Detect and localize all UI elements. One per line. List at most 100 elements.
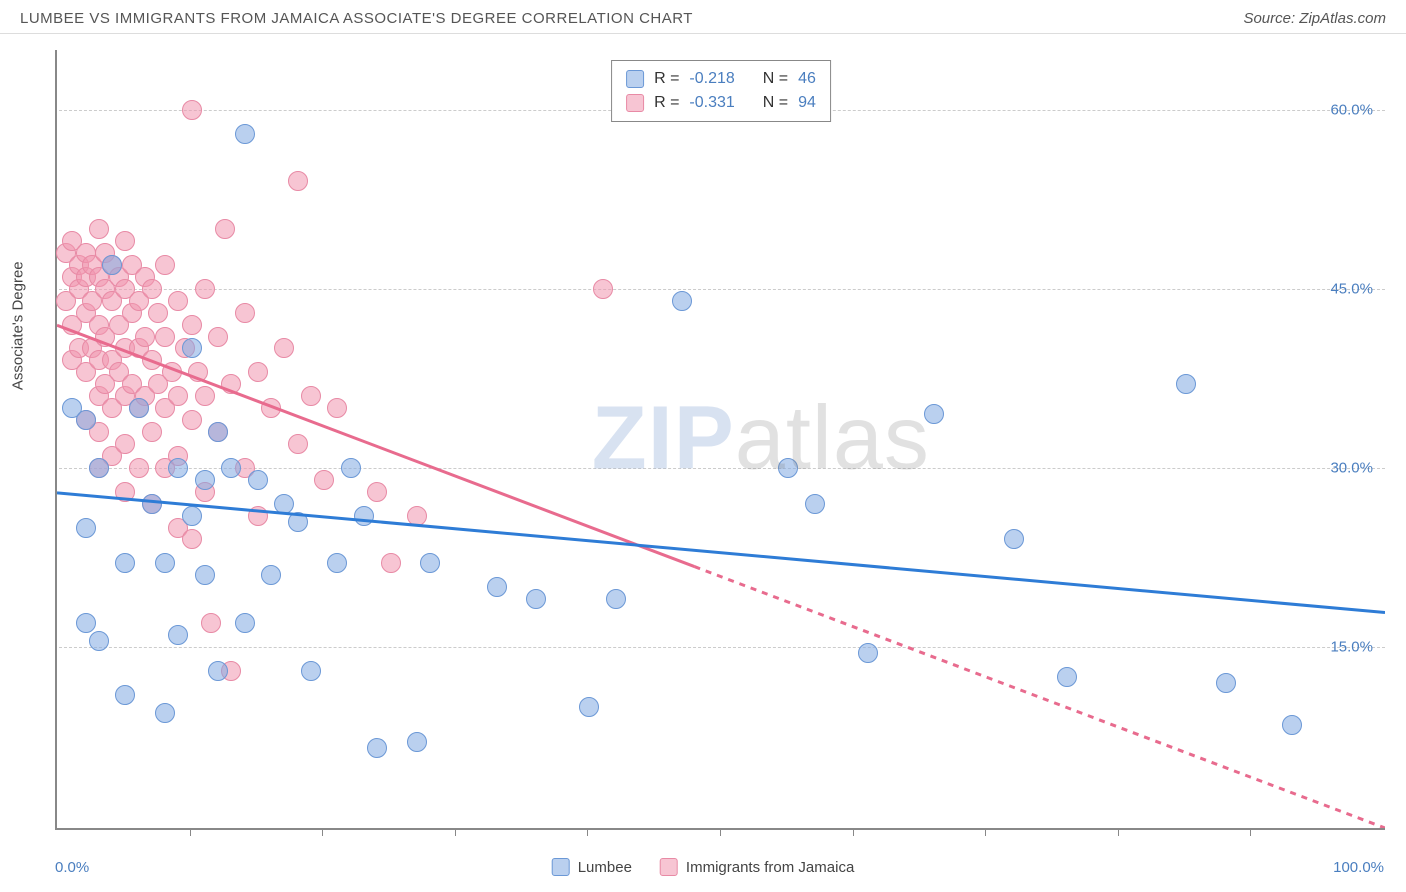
data-point (129, 458, 149, 478)
data-point (155, 255, 175, 275)
data-point (89, 219, 109, 239)
data-point (381, 553, 401, 573)
data-point (188, 362, 208, 382)
data-point (168, 386, 188, 406)
data-point (858, 643, 878, 663)
x-tick-mark (1118, 828, 1119, 836)
data-point (135, 327, 155, 347)
legend-item-series2: Immigrants from Jamaica (660, 858, 854, 876)
data-point (182, 529, 202, 549)
data-point (606, 589, 626, 609)
data-point (155, 553, 175, 573)
data-point (248, 506, 268, 526)
y-tick-label: 60.0% (1330, 101, 1373, 118)
y-tick-label: 15.0% (1330, 638, 1373, 655)
data-point (274, 494, 294, 514)
data-point (778, 458, 798, 478)
y-tick-label: 45.0% (1330, 280, 1373, 297)
swatch-series2-bottom (660, 858, 678, 876)
data-point (115, 434, 135, 454)
x-tick-mark (985, 828, 986, 836)
data-point (1176, 374, 1196, 394)
data-point (288, 171, 308, 191)
data-point (182, 100, 202, 120)
data-point (76, 518, 96, 538)
data-point (235, 613, 255, 633)
data-point (115, 482, 135, 502)
bottom-legend: Lumbee Immigrants from Jamaica (552, 858, 855, 876)
data-point (367, 482, 387, 502)
chart-area: 15.0%30.0%45.0%60.0% ZIPatlas R = -0.218… (55, 50, 1385, 830)
data-point (288, 512, 308, 532)
data-point (155, 703, 175, 723)
data-point (593, 279, 613, 299)
data-point (248, 362, 268, 382)
data-point (288, 434, 308, 454)
data-point (1057, 667, 1077, 687)
data-point (208, 661, 228, 681)
data-point (142, 350, 162, 370)
data-point (261, 398, 281, 418)
data-point (407, 506, 427, 526)
data-point (526, 589, 546, 609)
data-point (142, 279, 162, 299)
data-point (314, 470, 334, 490)
data-point (89, 631, 109, 651)
data-point (182, 338, 202, 358)
source-credit: Source: ZipAtlas.com (1243, 10, 1386, 27)
correlation-legend-box: R = -0.218 N = 46 R = -0.331 N = 94 (611, 60, 831, 122)
x-tick-mark (853, 828, 854, 836)
data-point (115, 231, 135, 251)
data-point (235, 124, 255, 144)
x-tick-mark (322, 828, 323, 836)
gridline (59, 289, 1385, 290)
gridline (59, 647, 1385, 648)
x-tick-mark (587, 828, 588, 836)
data-point (341, 458, 361, 478)
data-point (168, 291, 188, 311)
gridline (59, 468, 1385, 469)
data-point (195, 386, 215, 406)
data-point (487, 577, 507, 597)
data-point (182, 410, 202, 430)
swatch-series2 (626, 94, 644, 112)
data-point (261, 565, 281, 585)
data-point (168, 625, 188, 645)
data-point (89, 458, 109, 478)
data-point (208, 422, 228, 442)
data-point (76, 410, 96, 430)
swatch-series1 (626, 70, 644, 88)
legend-item-series1: Lumbee (552, 858, 632, 876)
data-point (407, 732, 427, 752)
data-point (168, 458, 188, 478)
data-point (367, 738, 387, 758)
swatch-series1-bottom (552, 858, 570, 876)
legend-row-series2: R = -0.331 N = 94 (626, 91, 816, 115)
data-point (1004, 529, 1024, 549)
data-point (195, 279, 215, 299)
x-tick-mark (1250, 828, 1251, 836)
data-point (142, 494, 162, 514)
data-point (301, 386, 321, 406)
chart-title: LUMBEE VS IMMIGRANTS FROM JAMAICA ASSOCI… (20, 10, 693, 27)
data-point (235, 303, 255, 323)
data-point (155, 327, 175, 347)
data-point (162, 362, 182, 382)
data-point (1216, 673, 1236, 693)
legend-row-series1: R = -0.218 N = 46 (626, 67, 816, 91)
data-point (102, 255, 122, 275)
data-point (208, 327, 228, 347)
x-axis-max-label: 100.0% (1333, 859, 1384, 876)
data-point (221, 458, 241, 478)
data-point (129, 398, 149, 418)
data-point (182, 315, 202, 335)
data-point (182, 506, 202, 526)
data-point (327, 553, 347, 573)
data-point (327, 398, 347, 418)
data-point (201, 613, 221, 633)
data-point (142, 422, 162, 442)
data-point (1282, 715, 1302, 735)
data-point (76, 613, 96, 633)
x-tick-mark (720, 828, 721, 836)
data-point (215, 219, 235, 239)
